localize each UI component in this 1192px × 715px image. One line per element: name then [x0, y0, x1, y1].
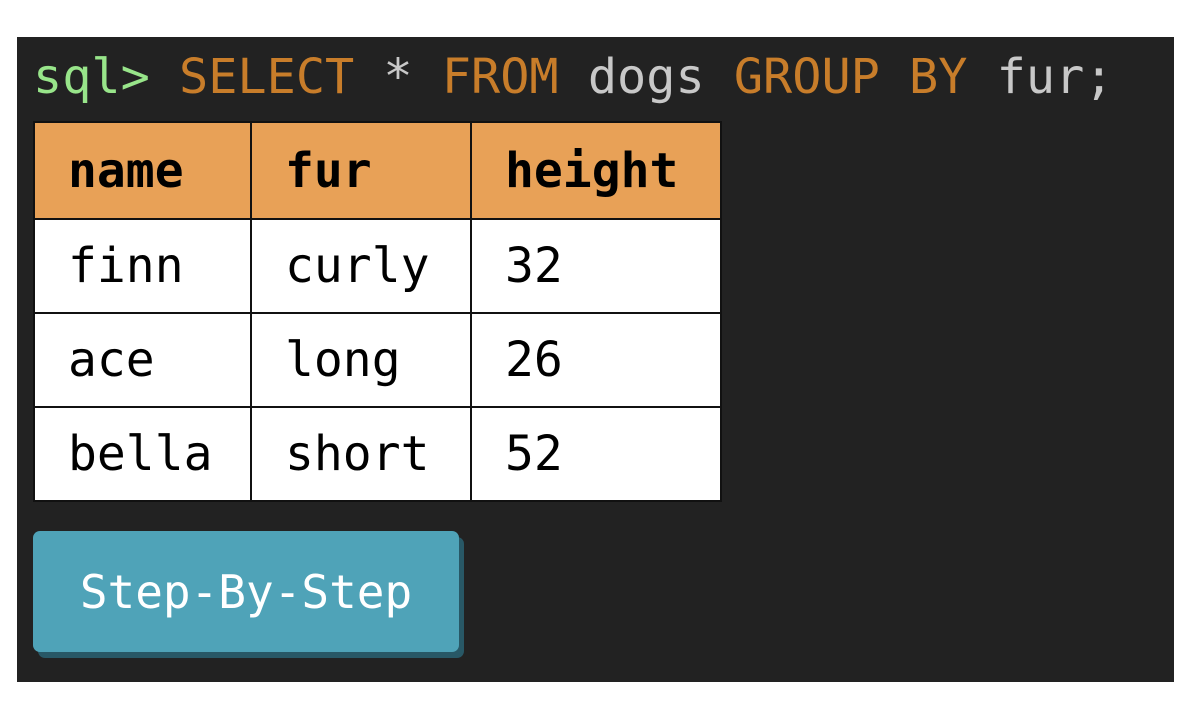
cell-height: 26 — [470, 312, 722, 408]
column-header-fur: fur — [250, 121, 472, 220]
result-table: name fur height finn curly 32 ace long 2… — [33, 121, 722, 502]
sql-query-line: sql> SELECT * FROM dogs GROUP BY fur; — [33, 49, 1113, 105]
column-header-name: name — [33, 121, 252, 220]
cell-name: bella — [33, 406, 252, 502]
sql-console: sql> SELECT * FROM dogs GROUP BY fur; na… — [17, 37, 1174, 682]
header-row: name fur height — [33, 121, 722, 220]
table-row: bella short 52 — [33, 406, 722, 502]
keyword-select: SELECT — [179, 49, 355, 105]
cell-fur: long — [250, 312, 472, 408]
step-by-step-button[interactable]: Step-By-Step — [33, 531, 459, 652]
keyword-from: FROM — [441, 49, 559, 105]
cell-height: 32 — [470, 218, 722, 314]
cell-name: ace — [33, 312, 252, 408]
keyword-group-by: GROUP BY — [733, 49, 968, 105]
column-header-height: height — [470, 121, 722, 220]
table-row: finn curly 32 — [33, 218, 722, 314]
cell-fur: curly — [250, 218, 472, 314]
group-column: fur; — [996, 49, 1114, 105]
star: * — [383, 49, 413, 105]
cell-name: finn — [33, 218, 252, 314]
prompt-label: sql> — [33, 49, 150, 105]
table-name: dogs — [587, 49, 705, 105]
table-row: ace long 26 — [33, 312, 722, 408]
cell-height: 52 — [470, 406, 722, 502]
cell-fur: short — [250, 406, 472, 502]
